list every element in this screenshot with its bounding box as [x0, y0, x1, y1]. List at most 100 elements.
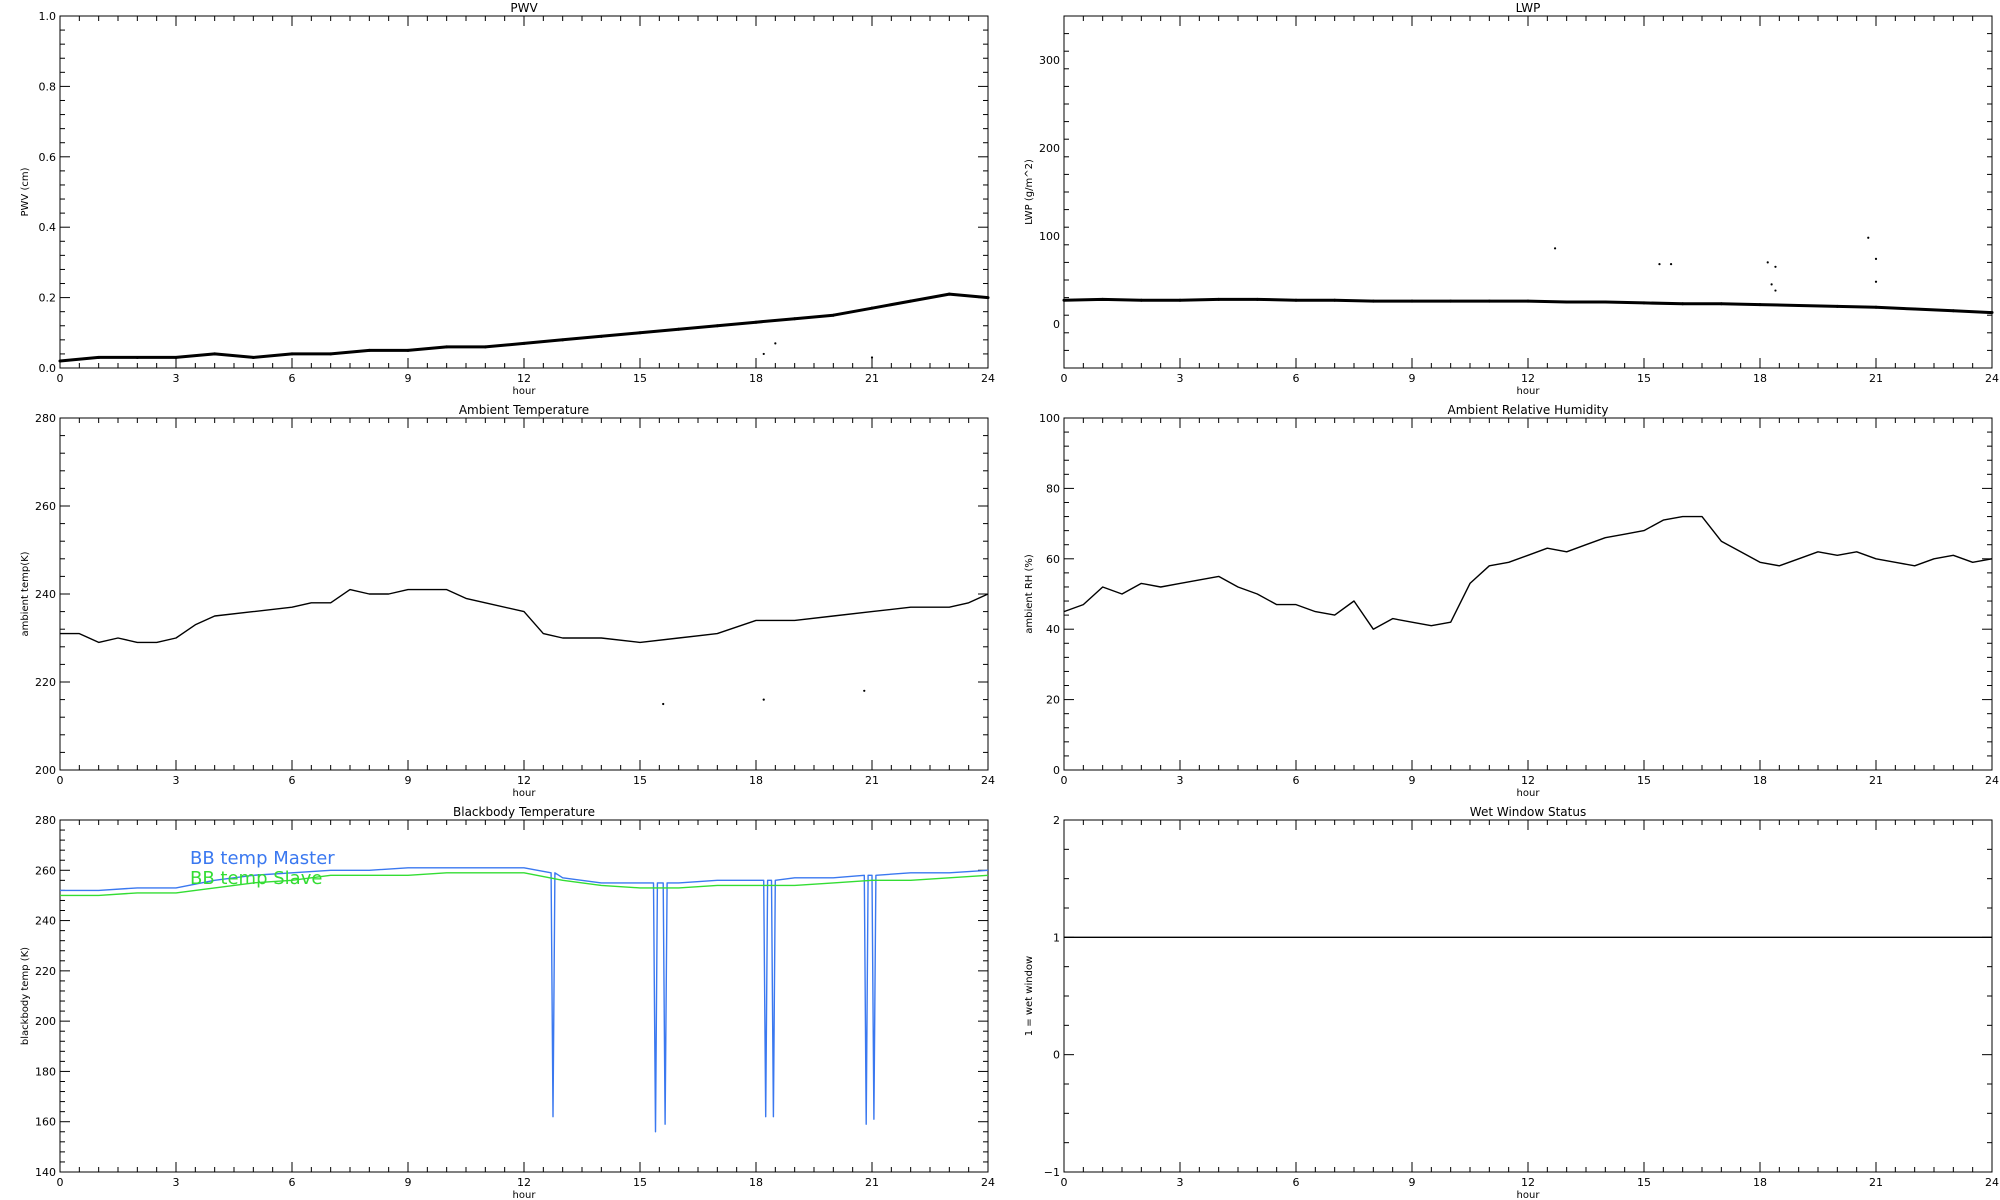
x-tick-label: 9 [1409, 774, 1416, 787]
series-line-bb-temp-master [60, 867, 989, 1133]
x-tick-label: 0 [57, 372, 64, 385]
x-tick-label: 18 [1753, 1176, 1767, 1189]
x-tick-label: 0 [57, 774, 64, 787]
y-tick-label: 20 [1046, 694, 1060, 707]
chart-ambient-rh: Ambient Relative Humidity 0 3 6 9 12 15 18 21 24 h… [1024, 403, 1999, 799]
data-point [1681, 302, 1685, 306]
y-tick-label: 0.0 [39, 362, 57, 375]
x-tick-label: 21 [1869, 1176, 1883, 1189]
plot-frame [59, 417, 989, 771]
outlier-point [1658, 263, 1661, 266]
x-tick-label: 18 [1753, 372, 1767, 385]
x-tick-label: 6 [289, 372, 296, 385]
x-tick-label: 15 [1637, 1176, 1651, 1189]
data-point [1101, 297, 1105, 301]
plot-frame [59, 15, 989, 369]
x-tick-label: 12 [1521, 774, 1535, 787]
x-tick-label: 12 [517, 774, 531, 787]
data-point [1526, 299, 1530, 303]
data-point [909, 299, 913, 303]
y-tick-label: 2 [1053, 814, 1060, 827]
plot-frame [1063, 417, 1993, 771]
data-point [599, 334, 603, 338]
data-point [406, 348, 410, 352]
outlier-point [1669, 263, 1673, 266]
y-tick-label: 0 [1053, 318, 1060, 331]
outlier-point [1553, 247, 1557, 250]
x-tick-label: 24 [1985, 372, 1999, 385]
y-tick-label: 200 [35, 764, 56, 777]
x-tick-label: 15 [633, 774, 647, 787]
data-point [1642, 301, 1646, 305]
x-tick-label: 0 [1061, 1176, 1068, 1189]
outlier-point [1774, 265, 1777, 268]
x-tick-label: 9 [1409, 1176, 1416, 1189]
outlier-point [662, 702, 665, 706]
outlier-point [762, 698, 765, 701]
series-line-bb-temp-slave [60, 872, 989, 897]
y-axis-label: 1 = wet window [1024, 956, 1035, 1036]
x-tick-label: 24 [981, 372, 995, 385]
data-point [1487, 299, 1491, 303]
data-point [1835, 304, 1839, 308]
outlier-point [1874, 280, 1878, 283]
y-tick-label: 180 [35, 1065, 56, 1078]
y-tick-label: 240 [35, 588, 56, 601]
data-point [1294, 298, 1298, 302]
outlier-point [774, 342, 777, 345]
y-tick-label: 100 [1039, 230, 1060, 243]
data-point [1333, 298, 1337, 302]
chart-title: Ambient Temperature [459, 403, 589, 417]
x-tick-label: 6 [289, 1176, 296, 1189]
x-tick-label: 9 [405, 1176, 412, 1189]
x-axis-label: hour [513, 788, 537, 799]
y-tick-label: 80 [1046, 482, 1060, 495]
y-axis-label: ambient temp(K) [20, 551, 31, 636]
x-tick-label: 3 [1177, 372, 1184, 385]
outlier-point [863, 689, 866, 692]
y-tick-label: 220 [35, 676, 56, 689]
x-axis-label: hour [513, 1190, 537, 1200]
y-tick-label: 60 [1046, 553, 1060, 566]
x-tick-label: 0 [1061, 774, 1068, 787]
x-tick-label: 21 [865, 774, 879, 787]
x-axis-label: hour [1517, 788, 1541, 799]
data-point [1217, 297, 1221, 301]
y-axis-label: PWV (cm) [20, 167, 31, 216]
outlier-point [1770, 283, 1773, 286]
x-tick-label: 24 [1985, 1176, 1999, 1189]
x-axis-label: hour [1517, 1190, 1541, 1200]
y-tick-label: 100 [1039, 412, 1060, 425]
x-tick-label: 18 [749, 774, 763, 787]
chart-title: PWV [510, 1, 538, 15]
chart-title: Wet Window Status [1470, 805, 1586, 819]
data-point [329, 352, 333, 356]
y-tick-label: 1.0 [39, 10, 57, 23]
x-tick-label: 9 [405, 774, 412, 787]
data-point [213, 352, 217, 356]
x-tick-label: 15 [633, 1176, 647, 1189]
chart-title: LWP [1516, 1, 1541, 15]
data-point [715, 324, 719, 328]
outlier-point [1766, 261, 1769, 264]
x-tick-label: 24 [981, 774, 995, 787]
data-point [1719, 302, 1723, 306]
data-point [793, 317, 797, 321]
data-point [174, 355, 178, 359]
data-point [445, 345, 449, 349]
plot-frame [1063, 15, 1993, 369]
x-tick-label: 15 [1637, 774, 1651, 787]
y-axis-label: LWP (g/m^2) [1024, 159, 1035, 225]
y-tick-label: 0.6 [39, 151, 57, 164]
data-point [290, 352, 294, 356]
y-tick-label: 300 [1039, 54, 1060, 67]
x-tick-label: 0 [1061, 372, 1068, 385]
outlier-point [762, 352, 765, 356]
data-point [1410, 299, 1414, 303]
data-point [1913, 307, 1917, 311]
x-tick-label: 0 [57, 1176, 64, 1189]
data-point [483, 345, 487, 349]
outlier-point [1867, 236, 1870, 239]
x-tick-label: 18 [1753, 774, 1767, 787]
data-point [561, 338, 565, 342]
